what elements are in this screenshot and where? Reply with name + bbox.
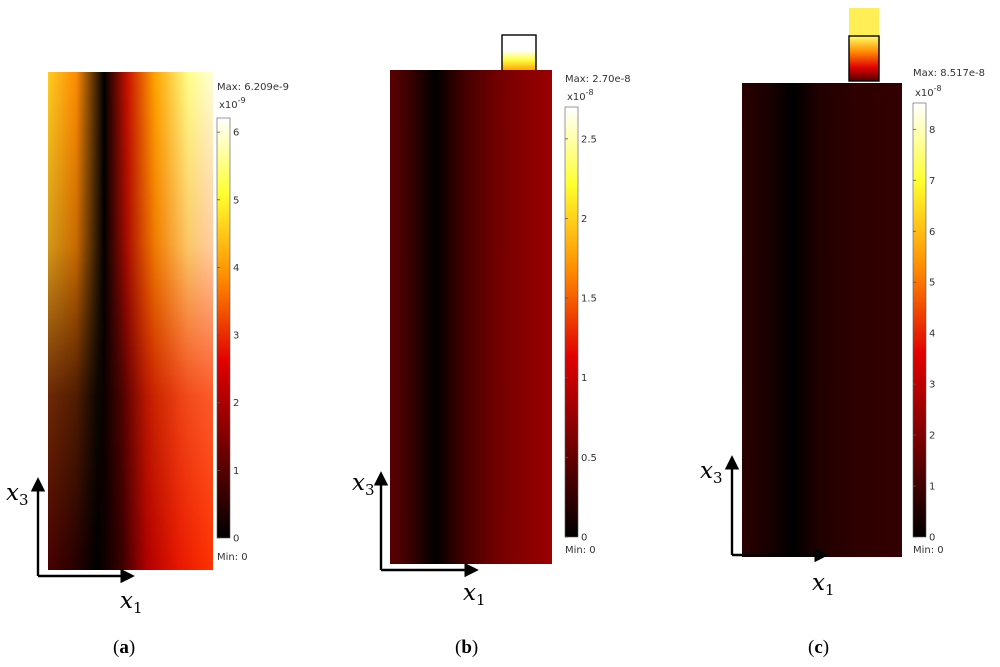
colorbar-tick-label: 1.5 (581, 294, 597, 305)
panel-a-field-top (48, 72, 213, 570)
panel-b-caption: (b) (455, 637, 478, 658)
panel-b-colorbar-ticks: 0 0.5 1 1.5 2 2.5 (565, 134, 597, 544)
colorbar-tick-label: 1 (233, 466, 239, 477)
colorbar-tick-label: 0 (581, 533, 587, 544)
panel-b-y-axis-label: x3 (352, 470, 375, 499)
panel-c-caption: (c) (808, 637, 829, 658)
panel-a: 0 1 2 3 4 5 6 Max: 6.209e-9 x10-9 Min: 0 x3 x1… (6, 72, 289, 658)
panel-a-colorbar (216, 117, 231, 539)
panel-a-exponent: x10-9 (219, 96, 246, 111)
colorbar-tick-label: 2 (233, 398, 239, 409)
colorbar-tick-label: 6 (233, 128, 239, 139)
panel-c-exponent: x10-8 (915, 84, 942, 99)
colorbar-tick-label: 4 (929, 329, 935, 340)
colorbar-tick-label: 2.5 (581, 134, 597, 145)
colorbar-tick-label: 0 (929, 533, 935, 544)
panel-b-colorbar (564, 106, 579, 538)
panel-a-y-axis-label: x3 (6, 480, 29, 509)
colorbar-tick-label: 0.5 (581, 453, 597, 464)
panel-c-field (742, 83, 902, 557)
panel-b-inlet-tab (502, 50, 536, 70)
panel-c-inlet-tab (849, 36, 879, 81)
panel-c-colorbar (912, 102, 927, 538)
panel-c-inlet-outline (848, 35, 880, 82)
panel-b-max-label: Max: 2.70e-8 (565, 74, 631, 85)
panel-b-field (390, 70, 552, 564)
panel-c-min-label: Min: 0 (913, 545, 944, 556)
colorbar-tick-label: 6 (929, 227, 935, 238)
panel-b: 0 0.5 1 1.5 2 2.5 Max: 2.70e-8 x10-8 Min: 0 x… (352, 34, 631, 658)
colorbar-tick-label: 2 (581, 214, 587, 225)
panel-a-caption: (a) (113, 637, 135, 658)
colorbar-tick-label: 1 (581, 373, 587, 384)
colorbar-tick-label: 5 (929, 278, 935, 289)
panel-c-y-axis-label: x3 (700, 458, 723, 487)
colorbar-tick-label: 7 (929, 176, 935, 187)
colorbar-tick-label: 0 (233, 534, 239, 545)
colorbar-tick-label: 5 (233, 195, 239, 206)
colorbar-tick-label: 3 (929, 380, 935, 391)
colorbar-tick-label: 3 (233, 331, 239, 342)
panel-c-max-label: Max: 8.517e-8 (913, 68, 985, 79)
colorbar-tick-label: 2 (929, 431, 935, 442)
panel-b-x-axis-label: x1 (463, 580, 486, 609)
colorbar-tick-label: 8 (929, 125, 935, 136)
colorbar-tick-label: 1 (929, 482, 935, 493)
panel-a-min-label: Min: 0 (217, 552, 248, 563)
panel-c-colorbar-ticks: 0 1 2 3 4 5 6 7 8 (913, 125, 935, 544)
panel-b-min-label: Min: 0 (565, 545, 596, 556)
panel-c-x-axis-label: x1 (812, 570, 835, 599)
panel-a-colorbar-ticks: 0 1 2 3 4 5 6 (217, 128, 239, 545)
panel-a-x-axis-label: x1 (120, 588, 143, 617)
colorbar-tick-label: 4 (233, 263, 239, 274)
panel-b-exponent: x10-8 (567, 88, 594, 103)
panel-a-max-label: Max: 6.209e-9 (217, 82, 289, 93)
panel-c-inlet-jet (849, 8, 879, 36)
